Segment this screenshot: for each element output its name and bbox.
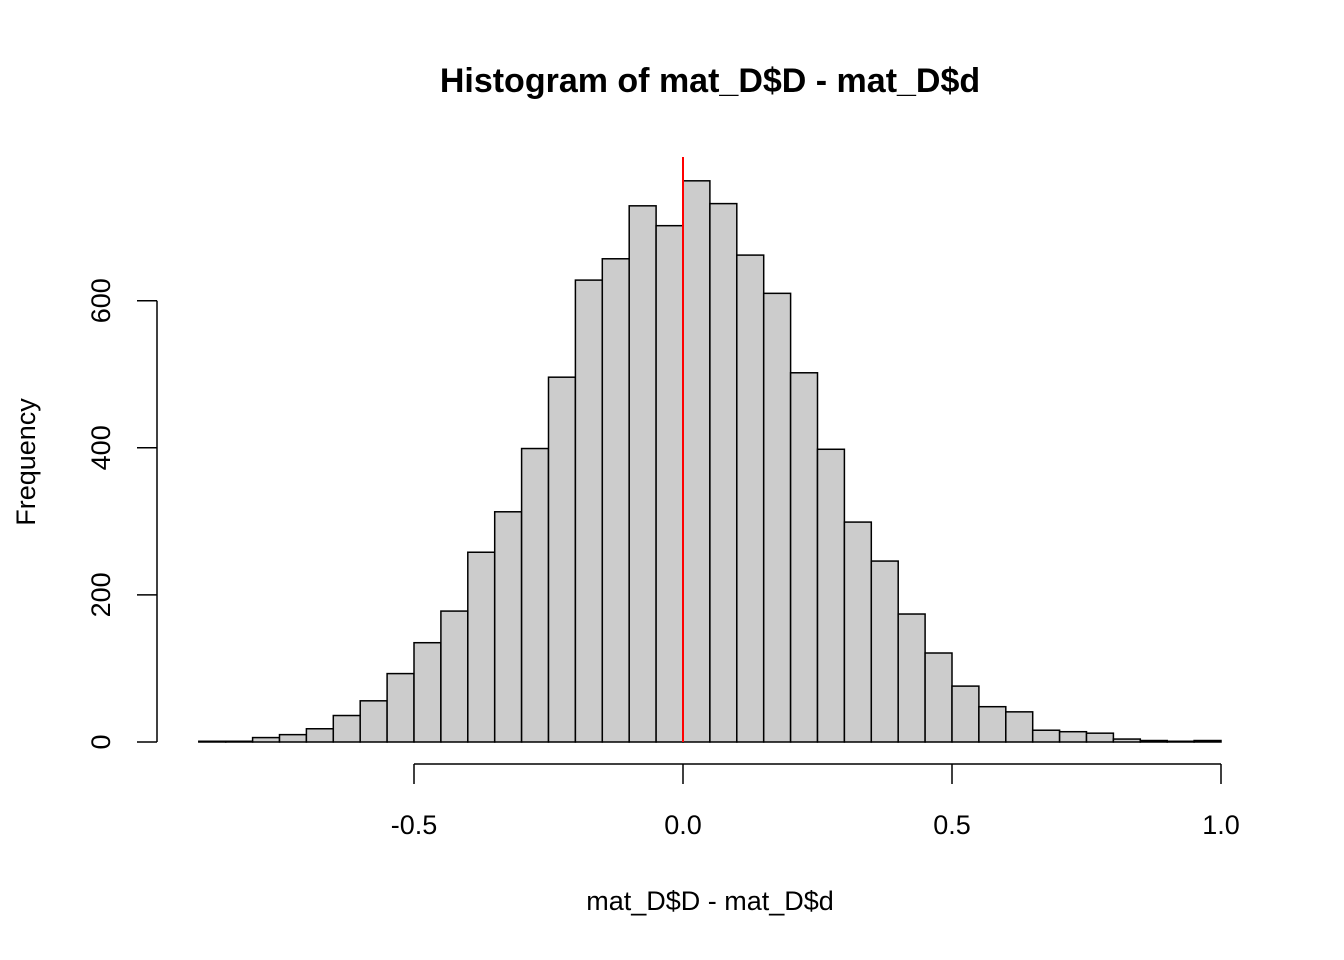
histogram-bar [574, 279, 604, 743]
histogram-bar [224, 740, 254, 743]
histogram-bar [547, 376, 577, 743]
histogram-bar [440, 610, 469, 743]
histogram-bar [789, 372, 819, 743]
x-tick-label: 1.0 [1202, 810, 1240, 840]
histogram-bar [198, 740, 227, 743]
y-axis: 0 200 400 600 [86, 278, 158, 750]
chart-title: Histogram of mat_D$D - mat_D$d [440, 62, 980, 100]
histogram-bar [628, 205, 657, 743]
histogram-bar [897, 613, 926, 743]
x-axis-label: mat_D$D - mat_D$d [586, 886, 834, 916]
histogram-bar [413, 641, 442, 743]
histogram-bar [278, 733, 308, 743]
y-axis-label: Frequency [11, 398, 41, 526]
histogram-bar [870, 560, 899, 743]
x-tick-label: 0.5 [933, 810, 971, 840]
histogram-bar [843, 521, 873, 743]
histogram-bar [762, 292, 792, 743]
y-tick-label: 200 [86, 572, 116, 617]
x-axis: -0.5 0.0 0.5 1.0 [391, 763, 1240, 840]
y-tick-label: 400 [86, 425, 116, 470]
histogram-bar [359, 700, 388, 743]
histogram-bar [1031, 729, 1061, 743]
histogram-bar [655, 224, 684, 743]
histogram-bar [951, 685, 980, 743]
histogram-bar [1193, 739, 1222, 743]
histogram-bar [1166, 740, 1195, 743]
histogram-bar [736, 254, 765, 743]
histogram-bar [1112, 738, 1142, 743]
histogram-bar [1139, 739, 1168, 743]
histogram-bar [924, 652, 953, 743]
histogram-bar [978, 705, 1007, 743]
histogram-bar [332, 714, 361, 743]
histogram-bar [1058, 730, 1088, 743]
histogram-bar [682, 180, 711, 743]
y-tick-label: 600 [86, 278, 116, 323]
histogram-bar [467, 551, 496, 743]
histogram-bar [386, 672, 415, 743]
histogram-bar [305, 728, 335, 743]
histogram-bar [816, 448, 846, 743]
histogram-bars [198, 180, 1222, 743]
x-tick-label: -0.5 [391, 810, 438, 840]
histogram-bar [251, 736, 281, 743]
y-tick-label: 0 [86, 734, 116, 749]
histogram-bar [1085, 732, 1115, 743]
x-tick-label: 0.0 [664, 810, 702, 840]
histogram-bar [601, 258, 630, 743]
histogram-bar [1005, 711, 1034, 743]
histogram-bar [493, 511, 523, 743]
histogram-bar [709, 202, 738, 743]
histogram-bar [520, 447, 550, 743]
